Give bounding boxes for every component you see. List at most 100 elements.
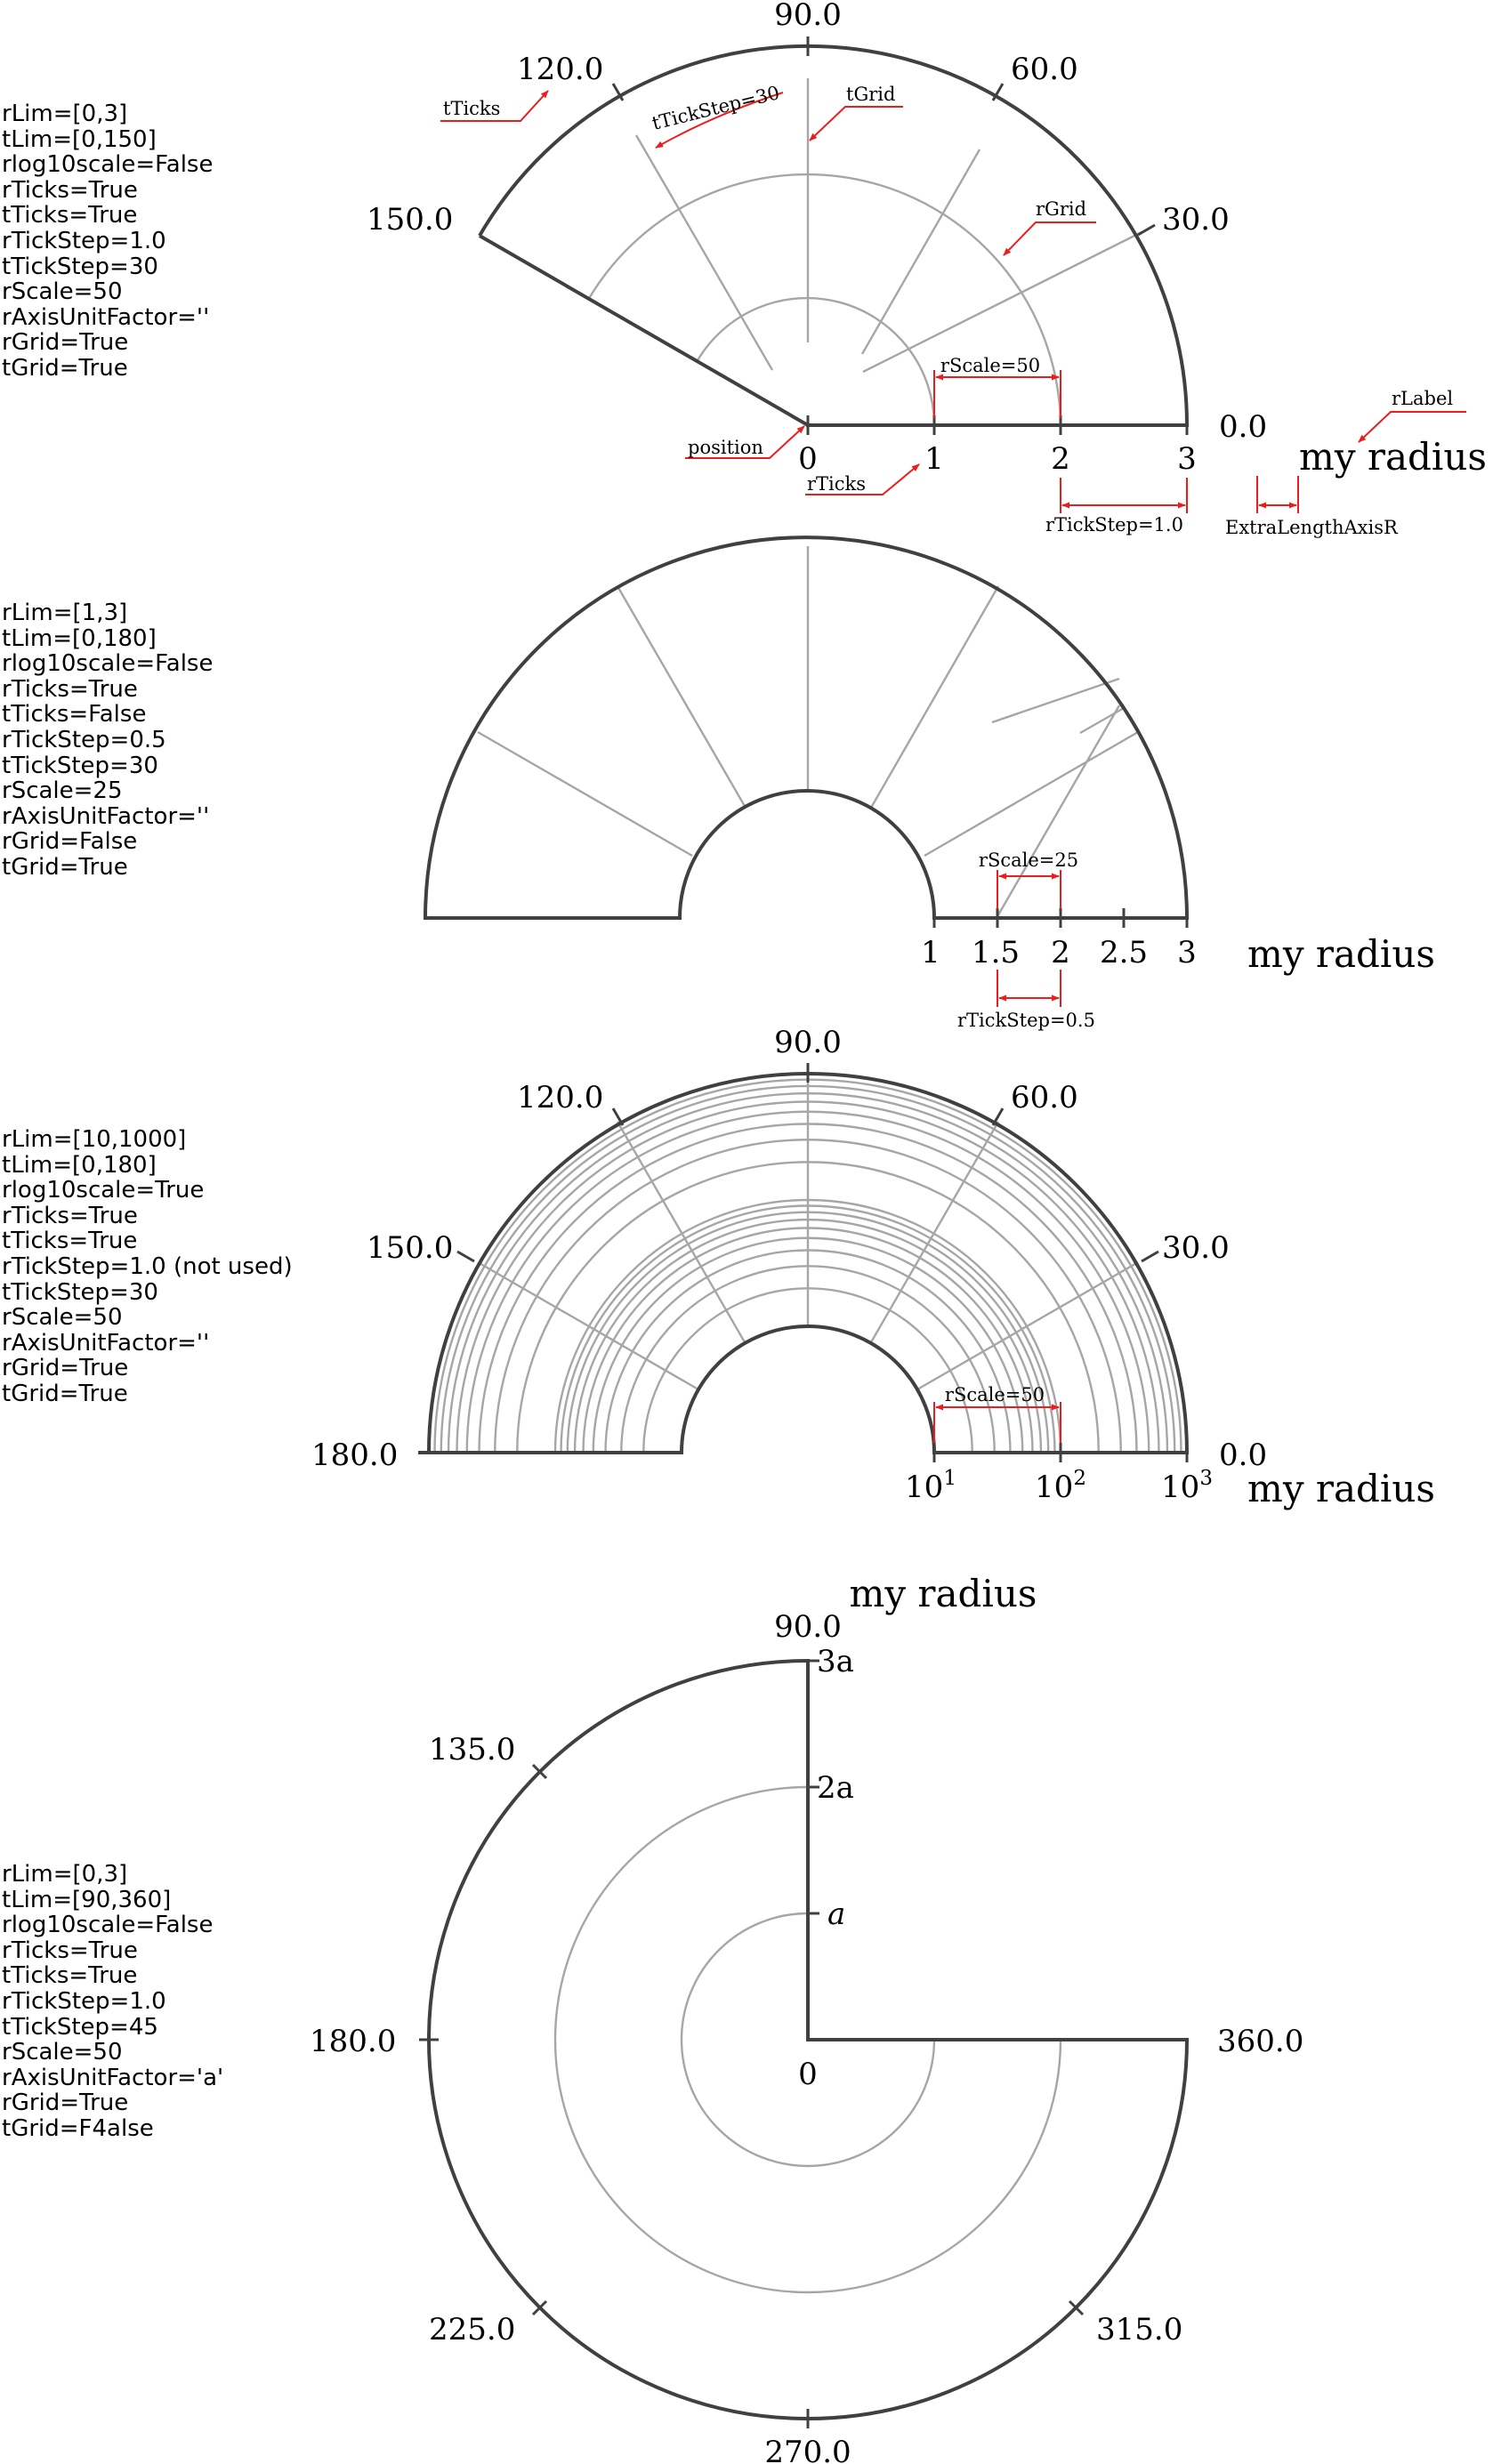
t-tick-label: 360.0 [1217,2024,1303,2059]
annotation-rscale: rScale=25 [979,850,1078,909]
param-item: rAxisUnitFactor='' [2,1329,210,1357]
param-item: rAxisUnitFactor='' [2,802,210,830]
t-tick [1141,1250,1159,1263]
param-item: tTickStep=30 [2,752,158,779]
r-tick-label: 2a [817,1770,854,1806]
param-item: tLim=[0,180] [2,1151,157,1179]
r-tick-label: a [827,1896,845,1932]
r-axis-label: my radius [1299,435,1487,479]
annotation-text: tGrid [846,84,895,105]
r-tick-label: 1 [921,935,940,970]
polar-plot-1: 0 1 2 3 0.0 30.0 60.0 90.0 120.0 150.0 m… [367,0,1487,538]
annotation-rtickstep: rTickStep=1.0 [1045,478,1188,535]
t-grid-line [869,1121,1000,1343]
param-item: rLim=[1,3] [2,600,128,626]
t-tick-label: 0.0 [1219,1437,1267,1473]
outer-arc [478,44,1189,426]
annotation-text: rGrid [1036,198,1086,220]
annotation-position: position [685,425,805,459]
r-grid-arc [680,1912,936,2168]
t-tick-label: 30.0 [1162,202,1230,238]
param-item: rGrid=True [2,1355,129,1382]
r-tick-label: 2.5 [1100,935,1148,970]
param-item: tTickStep=45 [2,2013,158,2041]
param-item: tGrid=F4alse [2,2114,154,2142]
t-tick [991,1107,1005,1126]
r-tick-label: 3 [1177,441,1197,477]
t-tick-label: 180.0 [310,2024,396,2059]
annotation-ttickstep: tTickStep=30 [650,82,784,149]
annotation-extra-length: ExtraLengthAxisR [1225,476,1399,538]
param-item: rTickStep=1.0 [2,227,166,254]
param-item: tTickStep=30 [2,1278,158,1306]
param-item: rAxisUnitFactor='a' [2,2064,224,2091]
param-item: rTickStep=0.5 [2,726,166,753]
t-grid-line [860,149,981,355]
t-tick-label: 270.0 [764,2435,851,2464]
param-item: tGrid=True [2,354,128,382]
annotation-text: rLabel [1392,388,1453,409]
param-item: rTicks=True [2,1202,138,1229]
t-tick [531,1763,548,1780]
r-tick-label: 2 [1051,935,1070,970]
t-tick-label: 0.0 [1219,409,1267,445]
theta-axis-line [479,234,809,427]
inner-arc [680,1325,936,1453]
param-item: tLim=[0,180] [2,624,157,652]
t-tick-label: 90.0 [774,1609,842,1645]
t-tick-label: 60.0 [1011,1080,1078,1115]
param-item: rGrid=True [2,2090,129,2117]
annotation-text: rScale=50 [945,1384,1045,1405]
t-tick [531,2299,548,2316]
params-panel-2: rLim=[1,3] tLim=[0,180] rlog10scale=Fals… [2,600,213,881]
t-tick [991,83,1005,101]
param-item: tTicks=True [2,1962,138,1990]
t-grid-line [924,730,1139,858]
t-grid-line [616,1121,746,1343]
t-tick [611,1107,625,1126]
t-tick-label: 180.0 [311,1437,398,1473]
t-tick-label: 120.0 [517,1080,603,1115]
param-item: tLim=[0,150] [2,125,157,153]
param-item: rScale=25 [2,777,123,805]
annotation-text: rTicks [807,473,866,495]
param-item: rTicks=True [2,176,138,204]
param-item: rTickStep=1.0 (not used) [2,1252,293,1280]
param-item: tTicks=False [2,701,147,729]
param-item: rlog10scale=False [2,650,214,678]
param-item: rLim=[10,1000] [2,1126,187,1153]
t-tick-label: 225.0 [429,2312,515,2347]
t-tick-label: 150.0 [367,202,453,238]
param-item: rAxisUnitFactor='' [2,303,210,331]
param-item: rGrid=False [2,828,138,856]
param-item: tTicks=True [2,202,138,229]
t-tick-label: 150.0 [367,1230,453,1266]
r-tick-label: 101 [905,1467,956,1505]
annotation-text: rTickStep=1.0 [1045,514,1183,535]
param-item: rScale=50 [2,1304,123,1332]
annotation-text: tTickStep=30 [650,82,781,134]
param-item: tTickStep=30 [2,253,158,280]
t-grid-line [634,134,774,371]
annotation-text: rScale=50 [940,355,1040,376]
r-tick-label: 102 [1035,1467,1086,1505]
param-item: rlog10scale=False [2,151,214,179]
r-grid-arc [587,173,1062,426]
param-item: rTicks=True [2,675,138,703]
t-grid-line [1079,706,1125,735]
r-tick-label: 0 [798,441,818,477]
polar-plot-3: 101 102 103 0.0 30.0 60.0 90.0 120.0 150… [311,1025,1435,1510]
param-item: rlog10scale=True [2,1177,205,1204]
params-panel-4: rLim=[0,3] tLim=[90,360] rlog10scale=Fal… [2,1862,223,2142]
annotation-rscale: rScale=50 [933,355,1061,418]
t-tick-label: 30.0 [1162,1230,1230,1266]
t-grid-line [991,677,1120,724]
t-tick-label: 60.0 [1011,52,1078,87]
t-tick-label: 120.0 [517,52,603,87]
r-tick-label: 0 [798,2057,818,2092]
annotation-text: rTickStep=0.5 [957,1010,1095,1031]
t-tick [456,1250,475,1263]
annotation-ttick: tTicks [440,90,549,122]
param-item: tGrid=True [2,853,128,881]
